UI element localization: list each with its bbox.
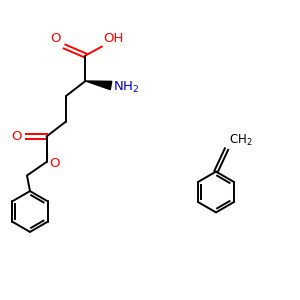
Text: O: O	[50, 32, 61, 45]
Polygon shape	[85, 81, 112, 90]
Text: O: O	[49, 157, 59, 170]
Text: NH$_2$: NH$_2$	[113, 80, 140, 94]
Text: OH: OH	[103, 32, 124, 45]
Text: O: O	[11, 130, 22, 143]
Text: CH$_2$: CH$_2$	[229, 133, 253, 148]
